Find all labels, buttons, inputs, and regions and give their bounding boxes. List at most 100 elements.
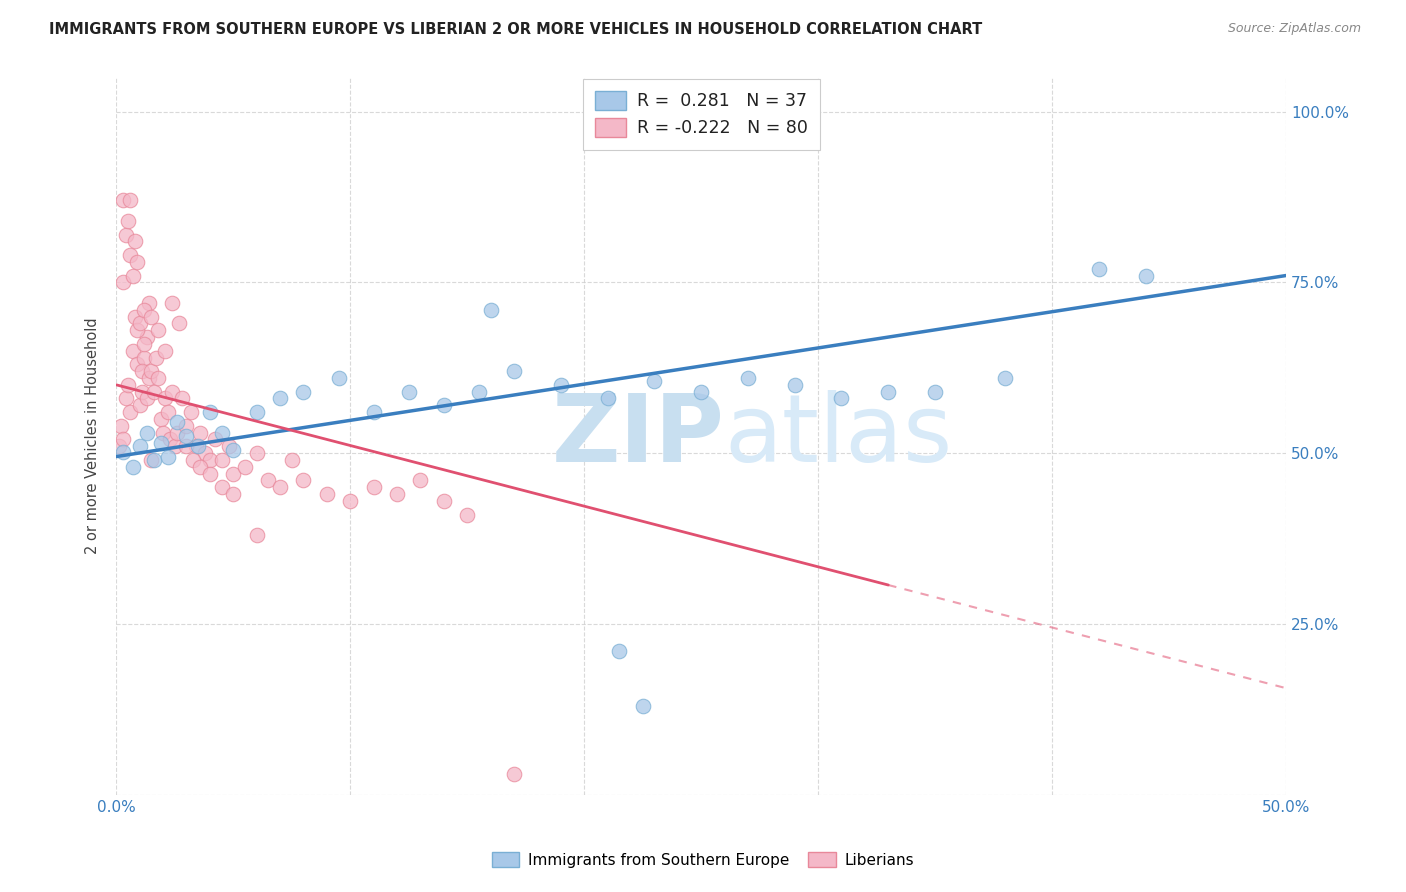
Point: [135, 425, 157, 440]
Point: [339, 494, 361, 508]
Point: [159, 433, 181, 447]
Point: [120, 405, 142, 419]
Point: [169, 317, 191, 331]
Point: [783, 377, 806, 392]
Point: [134, 351, 156, 365]
Point: [138, 296, 160, 310]
Point: [398, 384, 420, 399]
Point: [994, 371, 1017, 385]
Point: [128, 317, 150, 331]
Point: [112, 194, 135, 208]
Point: [141, 364, 163, 378]
Point: [117, 377, 139, 392]
Point: [155, 343, 177, 358]
Point: [218, 439, 240, 453]
Point: [1135, 268, 1157, 283]
Point: [643, 375, 665, 389]
Point: [190, 425, 212, 440]
Point: [127, 255, 149, 269]
Point: [211, 453, 233, 467]
Point: [877, 384, 900, 399]
Point: [269, 392, 291, 406]
Point: [131, 364, 153, 378]
Point: [246, 528, 269, 542]
Point: [149, 436, 172, 450]
Point: [166, 425, 188, 440]
Point: [134, 336, 156, 351]
Point: [204, 433, 226, 447]
Point: [503, 767, 526, 781]
Point: [141, 453, 163, 467]
Point: [363, 405, 385, 419]
Point: [222, 487, 245, 501]
Point: [211, 425, 233, 440]
Point: [924, 384, 946, 399]
Point: [385, 487, 408, 501]
Point: [690, 384, 713, 399]
Point: [120, 248, 142, 262]
Point: [257, 474, 280, 488]
Point: [315, 487, 337, 501]
Point: [135, 392, 157, 406]
Point: [194, 446, 217, 460]
Point: [127, 323, 149, 337]
Point: [120, 194, 142, 208]
Point: [550, 377, 572, 392]
Point: [596, 392, 619, 406]
Point: [145, 351, 167, 365]
Point: [180, 405, 202, 419]
Point: [114, 227, 136, 242]
Point: [162, 296, 184, 310]
Point: [131, 384, 153, 399]
Point: [280, 453, 302, 467]
Point: [198, 453, 221, 467]
Point: [1088, 261, 1111, 276]
Point: [135, 330, 157, 344]
Point: [142, 453, 165, 467]
Point: [222, 442, 245, 457]
Point: [607, 644, 630, 658]
Point: [631, 698, 654, 713]
Point: [166, 416, 188, 430]
Point: [233, 459, 256, 474]
Point: [830, 392, 852, 406]
Point: [269, 480, 291, 494]
Point: [363, 480, 385, 494]
Point: [124, 310, 146, 324]
Point: [328, 371, 350, 385]
Text: atlas: atlas: [724, 390, 953, 482]
Point: [114, 392, 136, 406]
Point: [124, 235, 146, 249]
Point: [184, 439, 207, 453]
Point: [128, 398, 150, 412]
Point: [148, 323, 170, 337]
Point: [155, 392, 177, 406]
Y-axis label: 2 or more Vehicles in Household: 2 or more Vehicles in Household: [86, 318, 100, 555]
Point: [112, 444, 135, 458]
Point: [187, 439, 209, 453]
Point: [162, 384, 184, 399]
Point: [222, 467, 245, 481]
Point: [503, 364, 526, 378]
Point: [107, 439, 129, 453]
Point: [121, 268, 143, 283]
Point: [112, 276, 135, 290]
Point: [134, 302, 156, 317]
Point: [163, 439, 186, 453]
Point: [110, 418, 132, 433]
Text: IMMIGRANTS FROM SOUTHERN EUROPE VS LIBERIAN 2 OR MORE VEHICLES IN HOUSEHOLD CORR: IMMIGRANTS FROM SOUTHERN EUROPE VS LIBER…: [49, 22, 983, 37]
Point: [198, 467, 221, 481]
Point: [433, 494, 456, 508]
Text: Source: ZipAtlas.com: Source: ZipAtlas.com: [1227, 22, 1361, 36]
Point: [176, 439, 198, 453]
Point: [479, 302, 502, 317]
Point: [149, 412, 172, 426]
Legend: R =  ​0.281​   N = 37, R = -0.222   N = 80: R = ​0.281​ N = 37, R = -0.222 N = 80: [582, 79, 820, 150]
Point: [117, 214, 139, 228]
Point: [156, 450, 179, 464]
Point: [141, 310, 163, 324]
Point: [292, 384, 315, 399]
Point: [121, 459, 143, 474]
Point: [183, 453, 205, 467]
Point: [112, 433, 135, 447]
